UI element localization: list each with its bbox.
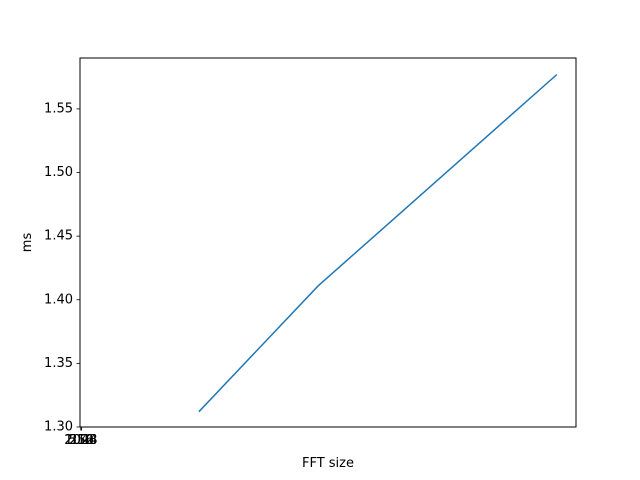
x-tick-label: 256 (69, 433, 94, 448)
x-tick-label: 2048 (64, 433, 97, 448)
x-axis-label: FFT size (302, 456, 354, 471)
y-axis: 1.30 1.35 1.40 1.45 1.50 1.55 (44, 101, 80, 435)
y-tick-label: 1.45 (44, 229, 73, 244)
y-axis-label: ms (20, 233, 35, 253)
y-tick-label: 1.55 (44, 101, 73, 116)
plot-area (80, 58, 576, 427)
series-line-1 (198, 73, 558, 413)
y-tick-label: 1.35 (44, 356, 73, 371)
x-tick-label: 1024 (64, 433, 97, 448)
plot-frame (79, 57, 577, 428)
series-layer (198, 73, 558, 413)
y-tick-label: 1.40 (44, 292, 73, 307)
y-tick-label: 1.30 (44, 420, 73, 435)
x-tick-label: 512 (69, 433, 94, 448)
y-tick-label: 1.50 (44, 165, 73, 180)
